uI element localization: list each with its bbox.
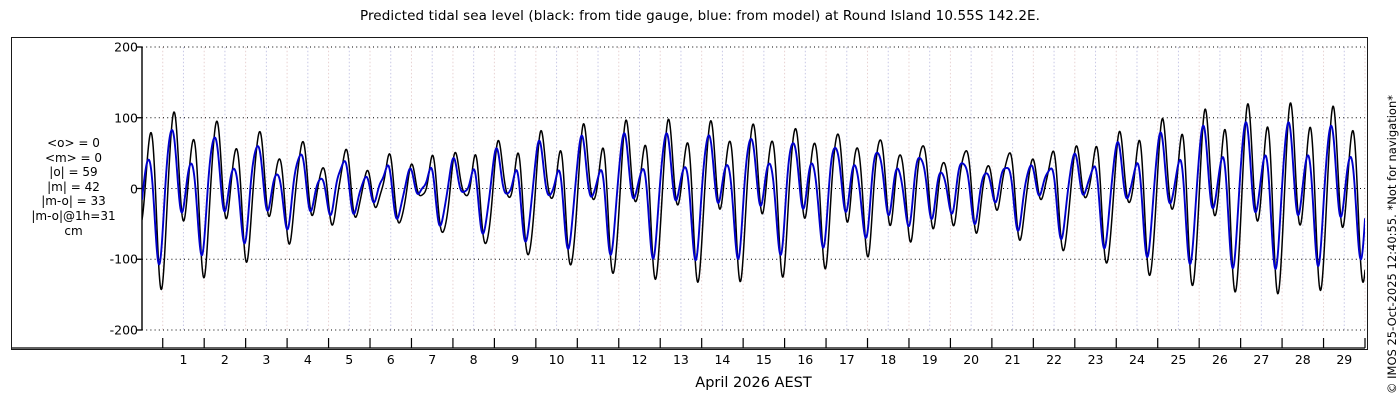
x-axis-tick-label: 26 bbox=[1211, 352, 1228, 367]
x-axis-tick-label: 16 bbox=[797, 352, 814, 367]
y-axis-tick-label: 100 bbox=[114, 110, 138, 126]
y-axis-tick-label: -100 bbox=[109, 251, 138, 267]
x-axis-tick-label: 24 bbox=[1129, 352, 1145, 367]
x-axis-tick-label: 12 bbox=[631, 352, 648, 367]
statistic-line: |m-o|@1h=31 bbox=[31, 208, 116, 223]
x-axis-tick-label: 8 bbox=[469, 352, 478, 367]
x-axis-tick-label: 17 bbox=[838, 352, 855, 367]
x-axis-tick-label: 6 bbox=[386, 352, 395, 367]
statistic-line: |m| = 42 bbox=[47, 179, 100, 194]
x-axis-tick-label: 4 bbox=[303, 352, 312, 367]
statistic-line: <m> = 0 bbox=[44, 150, 103, 165]
x-axis-tick-label: 2 bbox=[220, 352, 229, 367]
x-axis-tick-label: 23 bbox=[1087, 352, 1104, 367]
x-axis-tick-label: 11 bbox=[590, 352, 606, 367]
x-axis-tick-label: 27 bbox=[1253, 352, 1270, 367]
y-axis-tick-label: -200 bbox=[109, 322, 138, 338]
series-group bbox=[142, 102, 1365, 295]
x-axis-tick-label: 22 bbox=[1046, 352, 1063, 367]
data-series-model bbox=[142, 121, 1365, 270]
x-axis-tick-label: 19 bbox=[921, 352, 938, 367]
y-axis-tick-label: 200 bbox=[114, 39, 138, 55]
x-axis-tick-label: 18 bbox=[880, 352, 897, 367]
x-axis-tick-label: 14 bbox=[714, 352, 731, 367]
copyright-notice: © IMOS 25-Oct-2025 12:40:55. *Not for na… bbox=[1385, 95, 1399, 394]
x-axis-tick-label: 15 bbox=[755, 352, 772, 367]
y-axis-tick-label: 0 bbox=[130, 181, 138, 196]
x-axis-title: April 2026 AEST bbox=[695, 375, 812, 391]
x-axis-tick-label: 1 bbox=[179, 352, 188, 367]
x-axis-tick-label: 3 bbox=[262, 352, 271, 367]
x-axis-tick-label: 25 bbox=[1170, 352, 1187, 367]
x-axis-tick-label: 7 bbox=[428, 352, 437, 367]
statistic-line: <o> = 0 bbox=[47, 136, 100, 150]
x-axis-tick-label: 5 bbox=[345, 352, 354, 367]
data-series-observed bbox=[142, 102, 1365, 295]
page-title: Predicted tidal sea level (black: from t… bbox=[359, 8, 1041, 24]
x-axis-tick-label: 28 bbox=[1294, 352, 1311, 367]
statistic-line: |o| = 59 bbox=[49, 165, 98, 180]
x-axis-tick-label: 29 bbox=[1336, 352, 1353, 367]
statistics-annotation: <o> = 0 <m> = 0 |o| = 59 |m| = 42 |m-o| = 33… bbox=[12, 136, 135, 238]
statistic-line: cm bbox=[64, 223, 83, 238]
x-axis-tick-label: 10 bbox=[548, 352, 565, 367]
credit-container: © IMOS 25-Oct-2025 12:40:55. *Not for na… bbox=[1381, 0, 1399, 400]
statistic-line: |m-o| = 33 bbox=[41, 194, 106, 209]
x-axis-tick-label: 21 bbox=[1004, 352, 1021, 367]
x-axis-tick-label: 9 bbox=[511, 352, 520, 367]
x-axis-tick-label: 20 bbox=[963, 352, 980, 367]
x-axis-tick-label: 13 bbox=[672, 352, 689, 367]
